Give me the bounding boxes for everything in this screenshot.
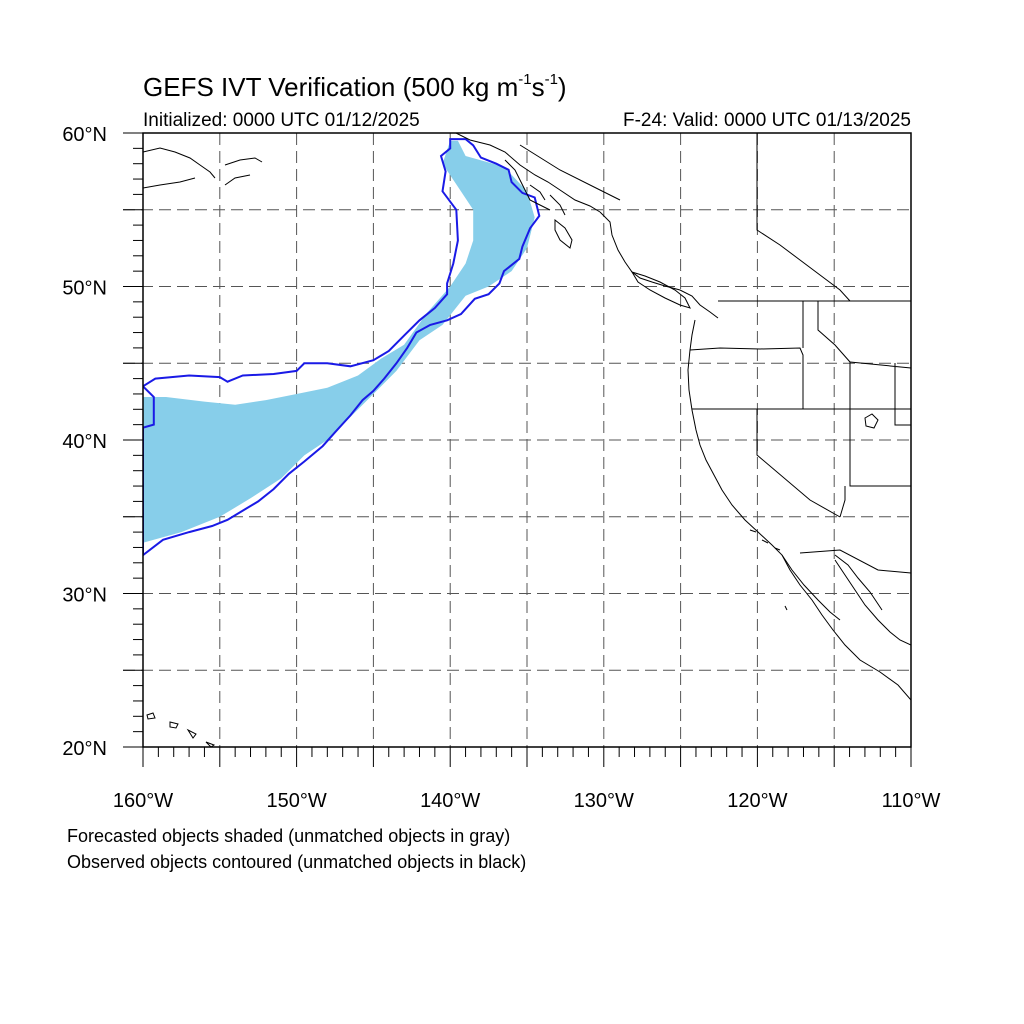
canada-province-border [756, 133, 851, 302]
initialized-label: Initialized: 0000 UTC 01/12/2025 [143, 110, 420, 131]
montana-border [849, 361, 911, 426]
data-layer [143, 138, 541, 557]
lat-tick-label: 50°N [62, 278, 107, 300]
lon-tick-label: 140°W [420, 790, 480, 812]
nevada-border [756, 409, 841, 518]
axis-ticks: 160°W 150°W 140°W 130°W 120°W 110°W 60°N 50°N 40… [62, 124, 940, 812]
lat-tick-label: 60°N [62, 124, 107, 146]
forecast-note: Forecasted objects shaded (unmatched obj… [67, 826, 511, 846]
utah-arizona-border [839, 409, 911, 518]
forecast-object-shaded [143, 140, 535, 543]
lon-tick-label: 120°W [727, 790, 787, 812]
observed-object-contour [143, 138, 541, 557]
baja-peninsula [781, 554, 911, 646]
washington-oregon-border [689, 347, 804, 409]
gulf-of-california [834, 554, 883, 611]
valid-time-label: F-24: Valid: 0000 UTC 01/13/2025 [623, 110, 911, 131]
channel-islands [749, 529, 788, 611]
lon-tick-label: 130°W [574, 790, 634, 812]
alaska-coastline [455, 133, 601, 213]
yukon-border [519, 144, 621, 201]
us-west-coast [687, 319, 911, 701]
vancouver-island [630, 271, 691, 309]
idaho-border [802, 301, 851, 409]
us-mexico-border [799, 549, 911, 574]
lon-tick-label: 110°W [882, 790, 941, 812]
coastlines-and-borders [143, 133, 911, 747]
lat-tick-label: 20°N [62, 738, 107, 760]
great-salt-lake [864, 413, 879, 429]
lat-tick-label: 30°N [62, 585, 107, 607]
hawaii-islands [146, 712, 216, 747]
map-title: GEFS IVT Verification (500 kg m-1s-1) [143, 71, 567, 102]
aleutian-coast-west [143, 147, 263, 189]
canada-coast [599, 211, 719, 319]
lat-tick-label: 40°N [62, 431, 107, 453]
lon-tick-label: 150°W [266, 790, 326, 812]
alaska-panhandle-islands [504, 159, 573, 249]
lon-tick-label: 160°W [113, 790, 173, 812]
observed-note: Observed objects contoured (unmatched ob… [67, 852, 527, 872]
